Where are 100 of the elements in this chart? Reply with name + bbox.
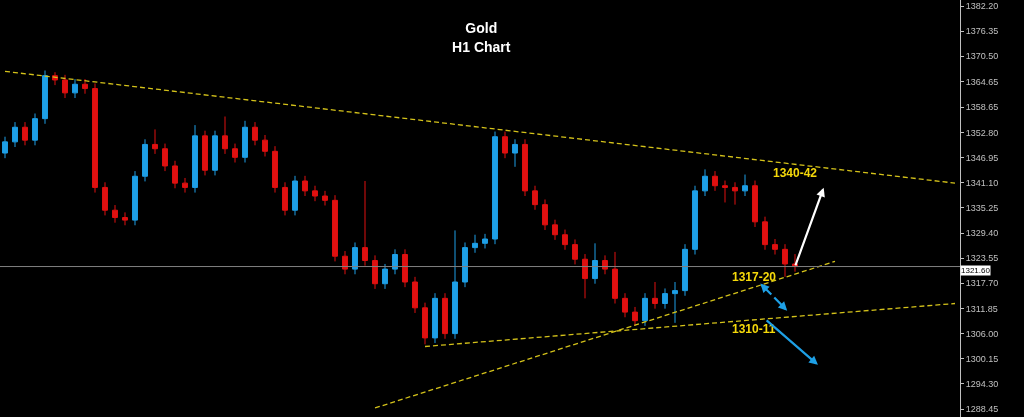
y-tick-label: 1300.15	[965, 353, 999, 364]
y-tick-label: 1294.30	[965, 379, 999, 390]
candlestick	[642, 292, 648, 327]
y-tick-label: 1323.55	[965, 253, 999, 264]
candlestick	[32, 112, 38, 146]
candlestick	[712, 170, 718, 192]
y-tick-label: 1358.65	[965, 102, 999, 113]
candlestick	[462, 241, 468, 288]
candlestick	[162, 143, 168, 172]
text: Gold	[465, 20, 498, 37]
candlestick	[252, 121, 258, 146]
candlestick	[412, 276, 418, 314]
candlestick	[302, 175, 308, 197]
y-tick-label: 1335.25	[965, 203, 999, 214]
candlestick	[702, 168, 708, 197]
y-tick-label: 1376.35	[965, 26, 999, 37]
candlestick	[652, 281, 658, 310]
candlestick	[582, 253, 588, 299]
candlestick	[502, 131, 508, 159]
candlestick	[422, 302, 428, 345]
candlestick	[392, 248, 398, 275]
candlestick	[622, 292, 628, 318]
candlestick	[122, 211, 128, 226]
candlestick	[132, 170, 138, 226]
candlestick	[442, 292, 448, 340]
candlestick	[272, 145, 278, 194]
annotation: 1340-42	[773, 166, 818, 180]
candlestick	[362, 180, 368, 267]
candlestick	[92, 82, 98, 194]
annotation: 1317-20	[732, 270, 777, 284]
candlestick	[322, 190, 328, 206]
y-tick-label: 1306.00	[965, 328, 999, 339]
candlestick	[102, 181, 108, 216]
candlestick	[732, 181, 738, 206]
candlestick	[682, 243, 688, 297]
candlestick	[692, 185, 698, 255]
candlestick	[382, 263, 388, 290]
y-tick-label: 1370.50	[965, 51, 999, 62]
candlestick	[12, 121, 18, 148]
ref-line-label: 1321.60	[961, 266, 991, 275]
annotation: 1310-11	[732, 322, 776, 336]
candlestick	[22, 121, 28, 146]
candlestick	[672, 281, 678, 324]
y-tick-label: 1341.10	[965, 177, 999, 188]
candlestick	[372, 254, 378, 290]
candlestick	[742, 174, 748, 197]
candlestick	[172, 160, 178, 189]
candlestick	[202, 130, 208, 176]
y-tick-label: 1311.85	[965, 303, 998, 314]
candlestick	[262, 134, 268, 157]
candlestick	[152, 128, 158, 155]
y-tick-label: 1329.40	[965, 228, 999, 239]
candlestick	[72, 78, 78, 99]
candlestick	[772, 238, 778, 255]
y-tick-label: 1288.45	[965, 404, 999, 415]
y-tick-label: 1346.95	[965, 152, 999, 163]
candlestick	[352, 241, 358, 275]
candlestick	[612, 251, 618, 305]
candlestick	[242, 120, 248, 163]
candlestick	[342, 250, 348, 275]
candlestick	[112, 204, 118, 224]
candlestick	[62, 74, 68, 99]
candlestick	[572, 238, 578, 265]
candlestick	[222, 116, 228, 155]
candlestick	[182, 177, 188, 194]
candlestick	[602, 254, 608, 275]
candlestick	[232, 143, 238, 163]
candlestick	[532, 185, 538, 211]
candlestick	[402, 248, 408, 288]
y-tick-label: 1382.20	[965, 1, 999, 12]
candlestick	[432, 292, 438, 344]
candlestick	[472, 234, 478, 254]
candlestick	[482, 233, 488, 249]
candlestick	[632, 306, 638, 327]
candlestick	[312, 185, 318, 202]
candlestick	[722, 180, 728, 203]
candlestick	[142, 138, 148, 182]
candlestick	[552, 219, 558, 241]
candlestick	[542, 198, 548, 231]
candlestick	[42, 70, 48, 125]
text: H1 Chart	[452, 38, 511, 55]
candlestick	[212, 130, 218, 176]
candlestick	[512, 138, 518, 168]
candlestick	[662, 287, 668, 310]
candlestick	[762, 216, 768, 251]
candlestick	[492, 131, 498, 245]
candlestick	[2, 136, 8, 159]
y-tick-label: 1317.70	[965, 278, 999, 289]
y-tick-label: 1352.80	[965, 127, 999, 138]
candlestick	[192, 124, 198, 194]
candlestick	[752, 180, 758, 228]
candlestick	[592, 242, 598, 285]
y-tick-label: 1364.65	[965, 76, 999, 87]
candlestick	[782, 243, 788, 278]
candlestick	[282, 181, 288, 216]
candlestick	[292, 175, 298, 216]
candlestick	[522, 138, 528, 197]
candlestick	[82, 78, 88, 95]
candlestick	[452, 229, 458, 340]
candlestick	[562, 229, 568, 251]
